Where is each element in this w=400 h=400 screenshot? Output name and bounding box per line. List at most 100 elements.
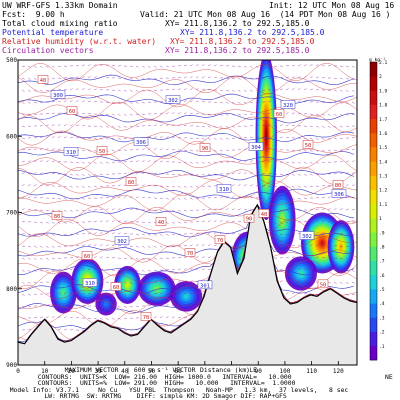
- theta-label-box: [50, 90, 66, 99]
- colorbar-swatch: [370, 132, 377, 148]
- circulation-vector: [105, 256, 109, 259]
- circulation-vector: [219, 196, 223, 199]
- colorbar-swatch: [370, 147, 377, 162]
- circulation-vector: [135, 65, 139, 68]
- circulation-vector: [285, 197, 289, 200]
- circulation-vector: [195, 232, 199, 235]
- circulation-vector: [141, 196, 145, 199]
- circulation-vector: [219, 64, 223, 67]
- circulation-vector: [273, 148, 277, 151]
- cloud-contour-band: [103, 301, 109, 307]
- circulation-vector: [249, 136, 253, 139]
- circulation-vector: [51, 77, 55, 80]
- circulation-vector: [177, 221, 181, 224]
- circulation-vector: [267, 101, 271, 103]
- circulation-vector: [291, 256, 295, 259]
- circulation-vector: [45, 124, 49, 127]
- circulation-vector: [33, 184, 37, 187]
- circulation-vector: [267, 148, 271, 151]
- circulation-vector: [21, 305, 25, 308]
- circulation-vector: [27, 245, 31, 248]
- circulation-vector: [87, 185, 91, 188]
- circulation-vector: [285, 76, 289, 79]
- circulation-vector: [321, 113, 325, 116]
- cloud-cell-7: [255, 60, 277, 221]
- circulation-vector: [117, 113, 121, 116]
- circulation-vector: [21, 65, 25, 67]
- circulation-vector: [171, 233, 175, 236]
- circulation-vector: [39, 245, 43, 248]
- circulation-vector: [57, 124, 61, 127]
- circulation-vector: [213, 137, 217, 140]
- circulation-vector: [45, 136, 49, 139]
- circulation-vector: [255, 124, 259, 127]
- circulation-vector: [207, 89, 211, 91]
- footer-line-3: CONTOURS: UNITS=% LOW= 291.00 HIGH= 10.0…: [30, 379, 296, 387]
- footer-line-4: Model Info: V3.7.1 No Cu YSU PBL Thompso…: [2, 386, 349, 394]
- circulation-vector: [195, 268, 199, 271]
- circulation-vector: [183, 185, 187, 188]
- circulation-vector: [267, 197, 271, 200]
- cloud-cell-4: [138, 271, 176, 306]
- circulation-vector: [207, 173, 211, 176]
- circulation-vector: [189, 292, 193, 295]
- circulation-vector: [297, 76, 301, 79]
- circulation-vector: [171, 221, 175, 224]
- circulation-vector: [129, 281, 133, 284]
- circulation-vector: [177, 76, 181, 79]
- circulation-vector: [315, 173, 319, 176]
- cloud-contour-band: [321, 241, 324, 245]
- circulation-vector: [111, 232, 115, 235]
- cloud-contour-band: [298, 271, 304, 276]
- circulation-vector: [153, 65, 157, 68]
- circulation-vector: [39, 101, 43, 103]
- circulation-vector: [135, 184, 139, 187]
- circulation-vector: [315, 244, 319, 247]
- circulation-vector: [327, 208, 331, 211]
- theta-contour: [18, 188, 355, 200]
- fcst-key: Fcst:: [2, 10, 27, 19]
- circulation-vector: [321, 77, 325, 79]
- circulation-vector: [195, 64, 199, 67]
- rh-label-box: [243, 213, 255, 223]
- circulation-vector: [243, 209, 247, 211]
- circulation-vector: [225, 101, 229, 104]
- circulation-vector: [45, 65, 49, 68]
- circulation-vector: [117, 101, 121, 104]
- circulation-vector: [123, 77, 127, 80]
- circulation-vector: [273, 124, 277, 127]
- circulation-vector: [243, 233, 247, 235]
- circulation-vector: [165, 245, 169, 248]
- circulation-vector: [117, 232, 121, 235]
- circulation-vector: [45, 209, 49, 212]
- cloud-contour-band: [126, 283, 129, 287]
- circulation-vector: [285, 221, 289, 224]
- circulation-vector: [33, 113, 37, 115]
- circulation-vector: [171, 185, 175, 188]
- circulation-vector: [333, 137, 337, 140]
- colorbar-swatch: [370, 203, 377, 219]
- circulation-vector: [99, 208, 103, 211]
- circulation-vector: [207, 64, 211, 67]
- circulation-vector: [57, 136, 61, 139]
- x-tick-label: 90: [255, 368, 263, 375]
- circulation-vector: [39, 281, 43, 284]
- circulation-vector: [51, 221, 55, 224]
- circulation-vector: [339, 101, 343, 104]
- circulation-vector: [201, 161, 205, 164]
- circulation-vector: [267, 77, 271, 79]
- circulation-vector: [129, 293, 133, 296]
- y-tick-label: 500: [6, 57, 17, 64]
- circulation-vector: [27, 101, 31, 104]
- circulation-vector: [129, 245, 133, 247]
- circulation-vector: [195, 293, 199, 295]
- colorbar-swatch: [370, 260, 377, 276]
- circulation-vector: [81, 244, 85, 247]
- circulation-vector: [207, 208, 211, 211]
- circulation-vector: [183, 173, 187, 176]
- circulation-vector: [21, 257, 25, 260]
- circulation-vector: [303, 76, 307, 79]
- colorbar-swatch: [370, 331, 377, 347]
- circulation-vector: [261, 65, 265, 68]
- circulation-vector: [279, 209, 283, 212]
